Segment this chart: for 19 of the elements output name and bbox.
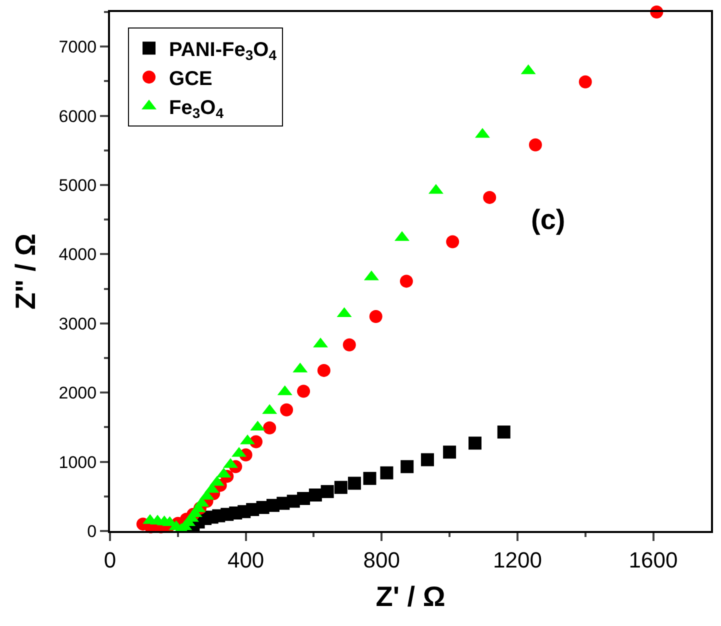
- x-tick-label: 1600: [628, 547, 678, 572]
- y-tick-label: 0: [87, 522, 97, 541]
- y-tick-label: 6000: [58, 106, 97, 126]
- y-tick-label: 5000: [58, 176, 97, 195]
- x-axis-title: Z' / Ω: [376, 581, 446, 612]
- x-tick-label: 0: [104, 547, 116, 572]
- x-tick-label: 800: [363, 547, 400, 572]
- y-tick-label: 2000: [58, 384, 97, 403]
- y-axis-title: Z" / Ω: [10, 233, 41, 310]
- y-tick-label: 1000: [58, 452, 97, 472]
- legend-label: PANI-Fe$_{3}$O$_{4}$: [169, 38, 277, 64]
- y-tick-label: 7000: [58, 38, 97, 57]
- legend-label: Fe$_{3}$O$_{4}$: [169, 96, 224, 122]
- x-tick-label: 1200: [492, 547, 542, 572]
- x-tick-label: 400: [227, 547, 264, 572]
- y-tick-label: 4000: [58, 245, 97, 264]
- annotation: (c): [531, 204, 566, 235]
- y-tick-label: 3000: [58, 314, 97, 334]
- legend-label: GCE: [169, 68, 212, 90]
